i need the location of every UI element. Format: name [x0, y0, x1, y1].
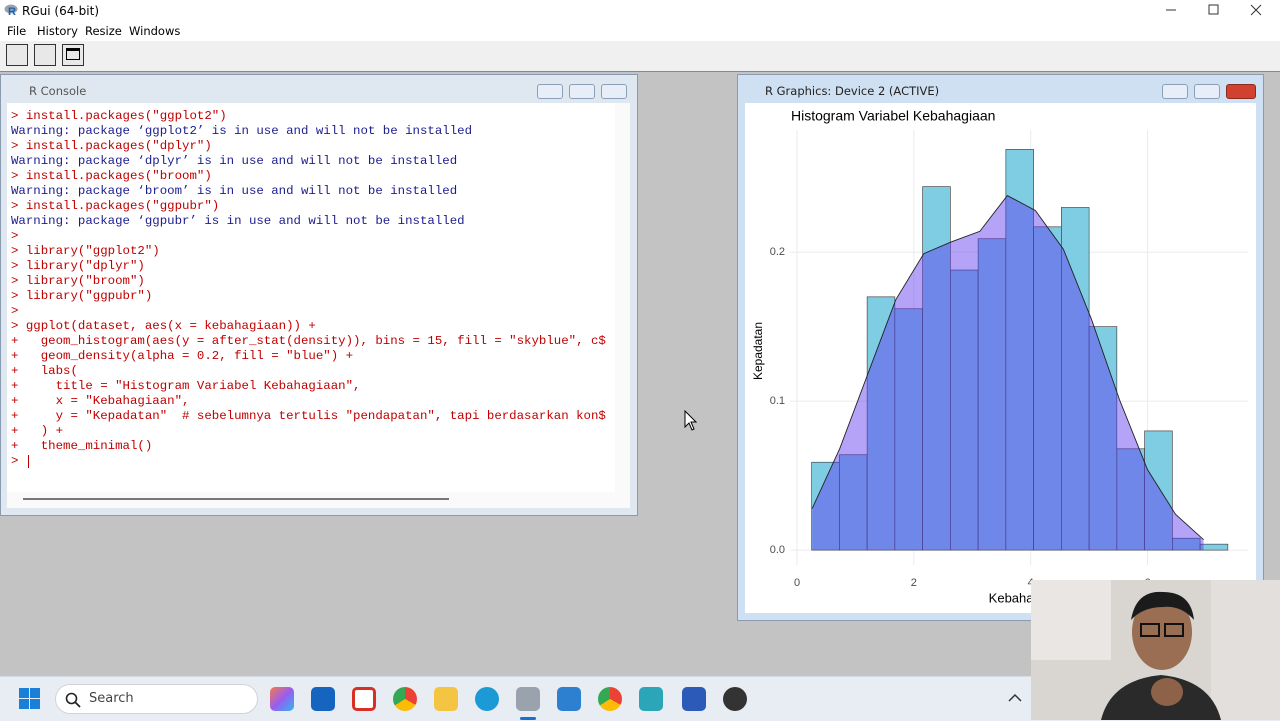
- console-line: >: [11, 229, 19, 243]
- console-output[interactable]: > install.packages("ggplot2") Warning: pa…: [7, 103, 615, 492]
- menu-item[interactable]: Resize: [85, 24, 122, 38]
- histogram-bar: [922, 186, 951, 551]
- histogram-bar: [1061, 207, 1090, 551]
- histogram-bar: [950, 269, 979, 551]
- toolbar: [0, 41, 1280, 72]
- outlook-icon[interactable]: [311, 687, 335, 711]
- horizontal-scrollbar[interactable]: [7, 492, 630, 508]
- minimize-button[interactable]: [1162, 84, 1188, 99]
- console-line: > install.packages("dplyr"): [11, 139, 212, 153]
- console-line: > install.packages("ggplot2"): [11, 109, 227, 123]
- webcam-overlay: [1031, 580, 1280, 720]
- menu-item[interactable]: History: [37, 24, 78, 38]
- console-line: Warning: package ‘ggplot2’ is in use and…: [11, 124, 473, 138]
- maximize-button[interactable]: [1194, 84, 1220, 99]
- console-line: + theme_minimal(): [11, 439, 153, 453]
- console-line: + y = "Kepadatan" # sebelumnya tertulis …: [11, 409, 606, 423]
- chart-title: Histogram Variabel Kebahagiaan: [791, 108, 995, 124]
- console-line: > install.packages("ggpubr"): [11, 199, 220, 213]
- search-icon: [65, 692, 81, 708]
- vertical-scrollbar[interactable]: [615, 103, 630, 492]
- console-line: > library("ggpubr"): [11, 289, 153, 303]
- console-line: + geom_density(alpha = 0.2, fill = "blue…: [11, 349, 354, 363]
- window-button[interactable]: [62, 44, 84, 66]
- console-line: > library("ggplot2"): [11, 244, 160, 258]
- y-tick-label: 0.0: [770, 544, 785, 556]
- window-controls[interactable]: [1160, 0, 1280, 21]
- svg-text:R: R: [8, 6, 16, 17]
- search-placeholder: Search: [89, 691, 134, 706]
- console-line: >: [11, 454, 19, 468]
- console-line: + geom_histogram(aes(y = after_stat(dens…: [11, 334, 606, 348]
- console-line: > library("broom"): [11, 274, 145, 288]
- console-line: Warning: package ‘dplyr’ is in use and w…: [11, 154, 458, 168]
- vscode-icon[interactable]: [557, 687, 581, 711]
- y-tick-label: 0.1: [770, 395, 785, 407]
- x-tick-label: 0: [794, 577, 800, 589]
- console-line: > install.packages("broom"): [11, 169, 212, 183]
- console-line: >: [11, 304, 19, 318]
- gmail-icon[interactable]: [352, 687, 376, 711]
- menu-item[interactable]: File: [7, 24, 27, 38]
- histogram-bar: [1116, 448, 1145, 551]
- explorer-icon[interactable]: [434, 687, 458, 711]
- search-box[interactable]: Search: [55, 684, 258, 714]
- density-line: [811, 194, 1204, 541]
- copilot-icon[interactable]: [270, 687, 294, 711]
- y-axis-label: Kepadatan: [751, 322, 765, 380]
- histogram-bar: [1033, 226, 1062, 551]
- chrome-icon[interactable]: [598, 687, 622, 711]
- console-line: Warning: package ‘ggpubr’ is in use and …: [11, 214, 465, 228]
- console-line: + title = "Histogram Variabel Kebahagiaa…: [11, 379, 361, 393]
- chart: Histogram Variabel Kebahagiaan Kepadatan…: [745, 103, 1256, 613]
- app-title: RGui (64-bit): [22, 4, 100, 18]
- console-line: > ggplot(dataset, aes(x = kebahagiaan)) …: [11, 319, 316, 333]
- histogram-bar: [1005, 149, 1034, 551]
- tray-chevron[interactable]: [1008, 693, 1022, 703]
- y-tick-label: 0.2: [770, 246, 785, 258]
- text-cursor: [28, 455, 29, 468]
- histogram-bar: [1199, 543, 1229, 551]
- x-tick-label: 4: [1028, 577, 1034, 589]
- console-line: Warning: package ‘broom’ is in use and w…: [11, 184, 458, 198]
- minimize-button[interactable]: [537, 84, 563, 99]
- console-line: + x = "Kebahagiaan",: [11, 394, 190, 408]
- histogram-bar: [1088, 326, 1118, 551]
- r-logo: R: [4, 4, 18, 17]
- print-button[interactable]: [34, 44, 56, 66]
- active-indicator: [520, 717, 536, 720]
- histogram-bar: [839, 454, 868, 551]
- x-tick-label: 2: [911, 577, 917, 589]
- density-area: [812, 195, 1204, 551]
- console-line: > library("dplyr"): [11, 259, 145, 273]
- histogram-bar: [977, 238, 1007, 551]
- histogram-bar: [1144, 430, 1173, 551]
- mouse-cursor: [684, 410, 698, 431]
- notepad-icon[interactable]: [639, 687, 663, 711]
- edge-icon[interactable]: [475, 687, 499, 711]
- graphics-title: R Graphics: Device 2 (ACTIVE): [765, 84, 940, 98]
- console-title: R Console: [29, 84, 87, 98]
- r-icon[interactable]: [516, 687, 540, 711]
- menubar: File History Resize Windows: [0, 21, 1280, 41]
- console-line: + labs(: [11, 364, 78, 378]
- recorder-icon[interactable]: [723, 687, 747, 711]
- menu-item[interactable]: Windows: [129, 24, 181, 38]
- close-button[interactable]: [601, 84, 627, 99]
- close-button[interactable]: [1226, 84, 1256, 99]
- copy-button[interactable]: [6, 44, 28, 66]
- app-titlebar: R RGui (64-bit): [0, 0, 1280, 21]
- maximize-button[interactable]: [569, 84, 595, 99]
- chrome-icon[interactable]: [393, 687, 417, 711]
- word-icon[interactable]: [682, 687, 706, 711]
- histogram-bar: [894, 308, 923, 551]
- start-button[interactable]: [19, 688, 41, 710]
- console-line: + ) +: [11, 424, 64, 438]
